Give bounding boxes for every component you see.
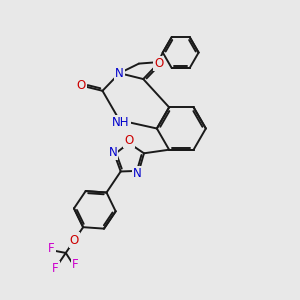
Text: O: O	[124, 134, 134, 147]
Text: O: O	[76, 79, 86, 92]
Text: F: F	[52, 262, 59, 275]
Text: N: N	[115, 67, 124, 80]
Text: O: O	[70, 234, 79, 247]
Text: F: F	[72, 258, 78, 271]
Text: F: F	[48, 242, 55, 255]
Text: N: N	[109, 146, 117, 159]
Text: O: O	[154, 57, 163, 70]
Text: NH: NH	[112, 116, 130, 129]
Text: N: N	[133, 167, 142, 180]
